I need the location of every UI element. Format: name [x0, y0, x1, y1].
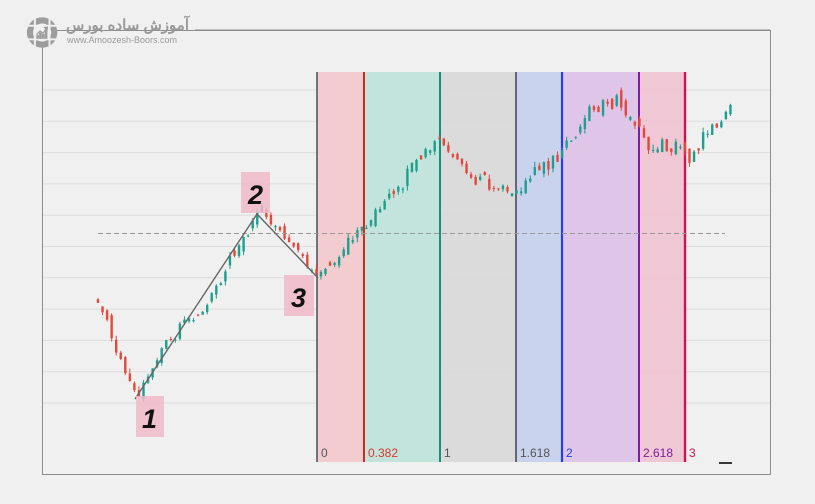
svg-text:3: 3 [291, 283, 306, 313]
svg-text:2.618: 2.618 [643, 446, 673, 460]
svg-text:0: 0 [321, 446, 328, 460]
svg-text:0.382: 0.382 [368, 446, 398, 460]
svg-text:1: 1 [444, 446, 451, 460]
svg-text:1.618: 1.618 [520, 446, 550, 460]
svg-text:3: 3 [689, 446, 696, 460]
svg-text:1: 1 [142, 404, 157, 434]
svg-text:2: 2 [247, 180, 263, 210]
svg-text:2: 2 [566, 446, 573, 460]
